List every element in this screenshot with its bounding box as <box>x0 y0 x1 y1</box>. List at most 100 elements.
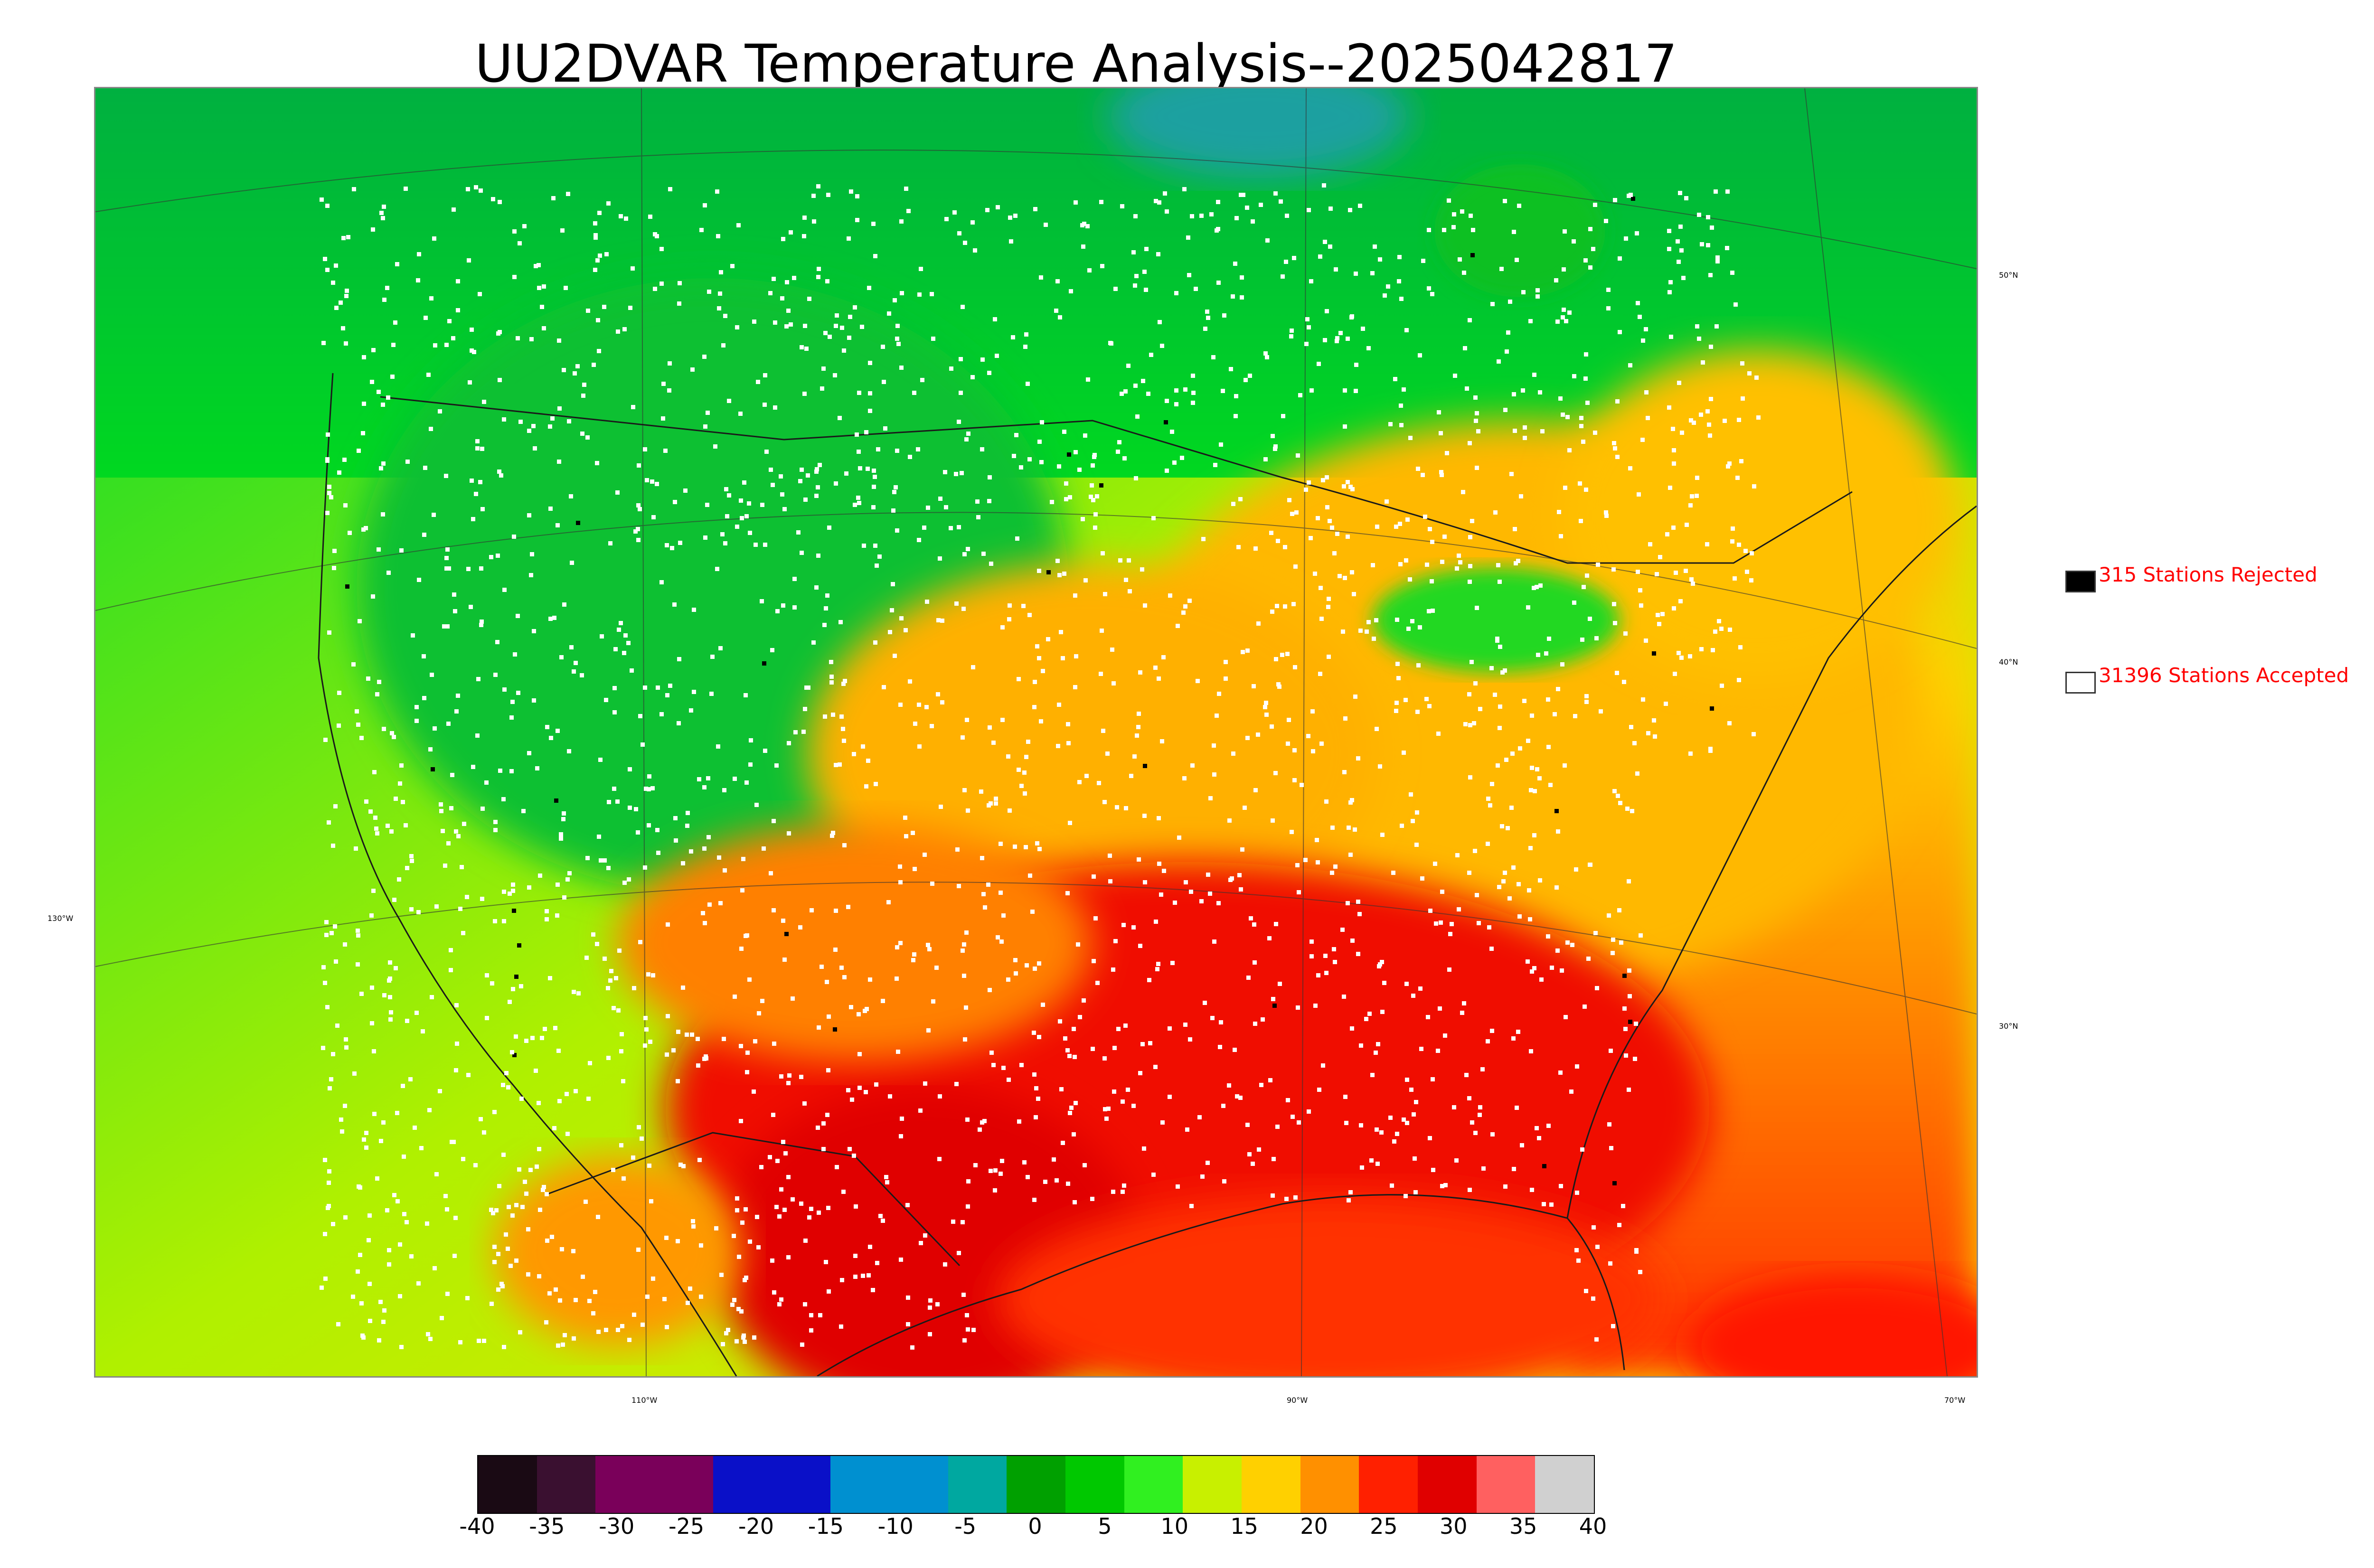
station-accepted <box>931 337 935 341</box>
station-accepted <box>1138 1071 1142 1075</box>
station-accepted <box>1101 729 1105 733</box>
station-accepted <box>802 1101 807 1106</box>
station-accepted <box>1750 551 1754 555</box>
colorbar-tick-label: -40 <box>459 1513 495 1539</box>
station-accepted <box>809 1328 813 1333</box>
station-accepted <box>722 788 726 792</box>
station-rejected <box>1143 764 1147 768</box>
station-accepted <box>1099 672 1103 676</box>
station-accepted <box>1112 1089 1116 1094</box>
station-accepted <box>1007 617 1011 621</box>
station-accepted <box>976 515 980 519</box>
station-accepted <box>538 1208 542 1212</box>
station-accepted <box>668 684 672 688</box>
station-accepted <box>1622 680 1626 684</box>
station-accepted <box>1593 931 1598 935</box>
station-accepted <box>510 1050 514 1054</box>
station-accepted <box>1162 869 1166 873</box>
station-accepted <box>804 347 809 351</box>
station-accepted <box>676 1079 680 1083</box>
station-accepted <box>1418 353 1422 357</box>
station-accepted <box>1415 810 1419 815</box>
station-accepted <box>345 289 349 293</box>
station-accepted <box>450 773 454 777</box>
station-accepted <box>327 820 331 825</box>
station-accepted <box>890 608 894 612</box>
station-accepted <box>364 526 368 530</box>
station-accepted <box>789 322 793 327</box>
station-accepted <box>1418 625 1422 629</box>
station-accepted <box>502 1345 506 1349</box>
station-accepted <box>1083 1163 1087 1167</box>
station-accepted <box>502 687 507 692</box>
station-accepted <box>1475 466 1479 470</box>
station-accepted <box>328 1086 332 1090</box>
station-accepted <box>748 531 752 535</box>
station-accepted <box>1318 672 1322 676</box>
station-accepted <box>1103 1107 1107 1111</box>
station-accepted <box>636 830 640 835</box>
station-markers <box>320 183 1761 1350</box>
station-accepted <box>537 1274 541 1278</box>
station-accepted <box>1275 604 1279 608</box>
station-accepted <box>1296 1005 1300 1010</box>
station-accepted <box>1512 392 1516 396</box>
station-accepted <box>389 829 394 834</box>
station-accepted <box>834 763 838 767</box>
station-accepted <box>1233 1048 1237 1052</box>
station-accepted <box>772 277 776 281</box>
station-accepted <box>534 1069 538 1073</box>
station-accepted <box>936 692 940 696</box>
station-accepted <box>1238 1096 1243 1100</box>
station-accepted <box>829 660 833 664</box>
station-accepted <box>699 228 704 232</box>
plains-orange <box>618 824 1093 1061</box>
station-accepted <box>1342 995 1346 999</box>
station-accepted <box>737 1255 741 1259</box>
station-accepted <box>1297 890 1301 894</box>
station-accepted <box>1596 563 1600 567</box>
station-accepted <box>540 1036 544 1040</box>
station-accepted <box>467 258 471 263</box>
station-accepted <box>1231 294 1235 299</box>
station-accepted <box>1433 862 1437 866</box>
station-accepted <box>1307 208 1311 212</box>
station-accepted <box>1316 860 1320 864</box>
station-accepted <box>1593 203 1597 207</box>
station-accepted <box>1468 318 1472 322</box>
station-accepted <box>821 366 826 371</box>
station-accepted <box>580 673 584 677</box>
station-accepted <box>1714 189 1718 194</box>
station-accepted <box>1241 650 1245 654</box>
station-accepted <box>545 909 549 913</box>
station-accepted <box>944 217 949 221</box>
station-accepted <box>526 1227 530 1231</box>
station-accepted <box>715 567 719 571</box>
station-accepted <box>356 933 360 938</box>
station-accepted <box>447 319 452 323</box>
station-accepted <box>1504 758 1508 762</box>
station-accepted <box>341 236 346 240</box>
station-accepted <box>741 1335 745 1340</box>
station-accepted <box>991 741 996 745</box>
station-accepted <box>492 1260 497 1264</box>
station-accepted <box>703 535 707 540</box>
station-accepted <box>550 1235 554 1239</box>
station-accepted <box>643 865 647 870</box>
station-accepted <box>1187 599 1192 603</box>
station-accepted <box>1398 562 1403 566</box>
station-accepted <box>1106 1107 1111 1111</box>
colorbar-tick-label: 30 <box>1439 1513 1468 1539</box>
station-accepted <box>1550 966 1554 970</box>
station-accepted <box>509 769 514 773</box>
station-accepted <box>881 999 885 1003</box>
station-accepted <box>433 1266 437 1270</box>
station-accepted <box>1708 273 1713 277</box>
station-accepted <box>846 1088 850 1092</box>
station-accepted <box>1380 833 1385 837</box>
station-accepted <box>524 1192 528 1196</box>
station-accepted <box>1709 397 1713 401</box>
station-accepted <box>331 1222 335 1226</box>
station-accepted <box>1511 865 1516 870</box>
station-accepted <box>1399 297 1404 301</box>
